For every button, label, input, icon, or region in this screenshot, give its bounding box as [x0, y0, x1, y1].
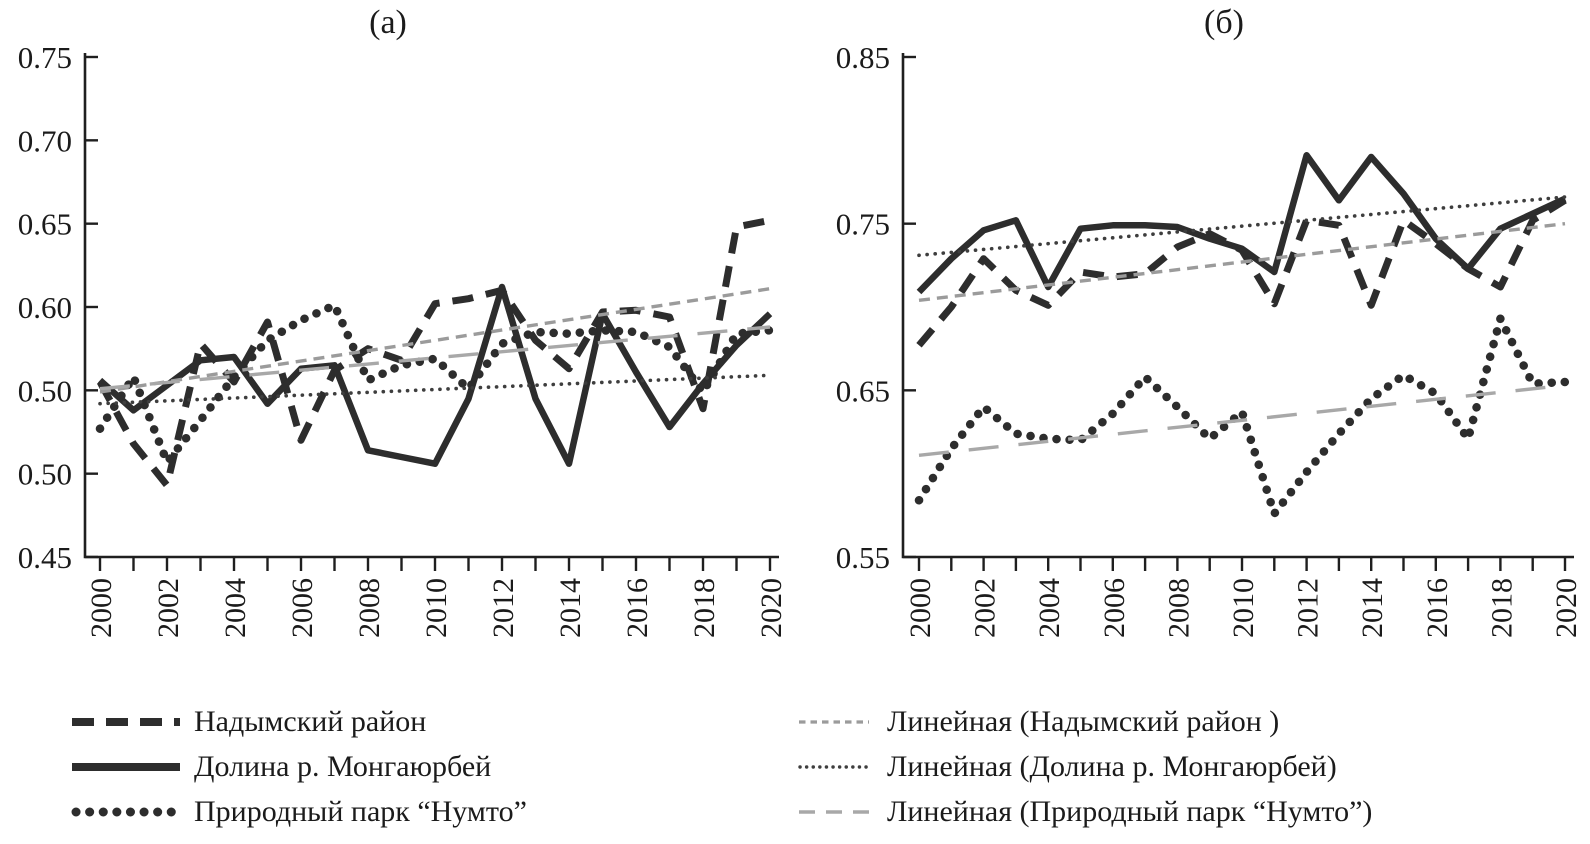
x-tick-label: 2020: [755, 578, 788, 638]
panel-a-chart: 0.75 0.70 0.65 0.60 0.50 0.50 0.45 2000 2002 2004…: [18, 40, 788, 638]
legend-item-numto: Природный парк “Нумто”: [70, 789, 710, 834]
legend-trend-column: Линейная (Надымский район ) Линейная (До…: [797, 699, 1577, 834]
x-tick-label: 2002: [969, 578, 1002, 638]
x-tick-label: 2006: [1098, 578, 1131, 638]
y-tick-label: 0.85: [836, 40, 890, 75]
y-tick-label: 0.55: [836, 540, 890, 575]
y-axis: 0.85 0.75 0.65 0.55: [836, 40, 916, 575]
y-tick-label: 0.60: [18, 290, 72, 325]
x-tick-label: 2012: [1292, 578, 1325, 638]
legend-item-trend-numto: Линейная (Природный парк “Нумто”): [797, 789, 1577, 834]
legend-swatch-bold-dashed: [72, 717, 180, 726]
panel-b-chart: 0.85 0.75 0.65 0.55 2000 2002 2004 2006 2008 2010…: [836, 40, 1583, 638]
legend-label: Линейная (Надымский район ): [887, 704, 1280, 738]
x-tick-label: 2014: [554, 578, 587, 638]
x-tick-label: 2018: [1485, 578, 1518, 638]
legend-label: Природный парк “Нумто”: [194, 794, 527, 828]
series-numto-line: [95, 301, 775, 467]
axes: [901, 53, 1574, 559]
legend-swatch-trend-short-dash: [799, 719, 869, 724]
series-trend-numto-line: [918, 383, 1566, 457]
x-tick-label: 2016: [1421, 578, 1454, 638]
series-lines: [95, 216, 775, 489]
series-dolina-line: [97, 283, 773, 467]
legend-label: Линейная (Долина р. Монгаюрбей): [887, 749, 1337, 783]
panel-b-title: (б): [1204, 4, 1244, 41]
x-axis: 2000 2002 2004 2006 2008 2010 2012 2014 2016 2018…: [904, 557, 1583, 638]
legend-item-nadymsky: Надымский район: [70, 699, 710, 744]
x-tick-label: 2018: [688, 578, 721, 638]
panel-a-title: (а): [369, 4, 407, 41]
y-tick-label: 0.75: [836, 207, 890, 242]
x-tick-label: 2014: [1356, 578, 1389, 638]
x-tick-label: 2016: [621, 578, 654, 638]
legend-label: Долина р. Монгаюрбей: [194, 749, 492, 783]
trend-lines: [917, 195, 1567, 457]
x-tick-label: 2004: [219, 578, 252, 638]
series-trend-nadymsky-line: [99, 287, 771, 394]
series-nadymsky-line: [96, 216, 771, 489]
series-trend-nadymsky-line: [918, 222, 1566, 302]
y-tick-label: 0.65: [18, 207, 72, 242]
x-tick-label: 2008: [1162, 578, 1195, 638]
legend-item-dolina: Долина р. Монгаюрбей: [70, 744, 710, 789]
legend-swatch-trend-fine-dot: [798, 764, 871, 769]
legend-item-trend-dolina: Линейная (Долина р. Монгаюрбей): [797, 744, 1577, 789]
y-axis: 0.75 0.70 0.65 0.60 0.50 0.50 0.45: [18, 40, 98, 575]
legend-swatch-trend-long-dash: [799, 809, 869, 814]
x-tick-label: 2006: [286, 578, 319, 638]
x-tick-label: 2000: [85, 578, 118, 638]
x-tick-label: 2002: [152, 578, 185, 638]
x-tick-label: 2020: [1550, 578, 1583, 638]
x-tick-label: 2012: [487, 578, 520, 638]
y-tick-label: 0.50: [18, 457, 72, 492]
legend-series-column: Надымский район Долина р. Монгаюрбей При…: [70, 699, 710, 834]
legend-swatch-bold-dotted: [71, 807, 182, 816]
x-axis: 2000 2002 2004 2006 2008 2010 2012 2014 2016 2018…: [85, 557, 788, 638]
x-tick-label: 2008: [353, 578, 386, 638]
y-tick-label: 0.75: [18, 40, 72, 75]
y-tick-label: 0.65: [836, 373, 890, 408]
y-tick-label: 0.50: [18, 373, 72, 408]
series-numto-line: [914, 314, 1570, 518]
x-tick-label: 2010: [1227, 578, 1260, 638]
series-lines: [914, 152, 1570, 518]
x-tick-label: 2010: [420, 578, 453, 638]
y-tick-label: 0.45: [18, 540, 72, 575]
x-tick-label: 2004: [1033, 578, 1066, 638]
legend-item-trend-nadymsky: Линейная (Надымский район ): [797, 699, 1577, 744]
trend-lines: [98, 287, 772, 406]
legend-swatch-bold-solid: [72, 762, 180, 771]
series-trend-numto-line: [99, 325, 771, 391]
legend-label: Надымский район: [194, 704, 427, 738]
series-dolina-line: [916, 152, 1567, 295]
y-tick-label: 0.70: [18, 123, 72, 158]
series-trend-dolina-line: [98, 373, 772, 406]
x-tick-label: 2000: [904, 578, 937, 638]
legend-label: Линейная (Природный парк “Нумто”): [887, 794, 1373, 828]
series-trend-dolina-line: [917, 195, 1567, 258]
